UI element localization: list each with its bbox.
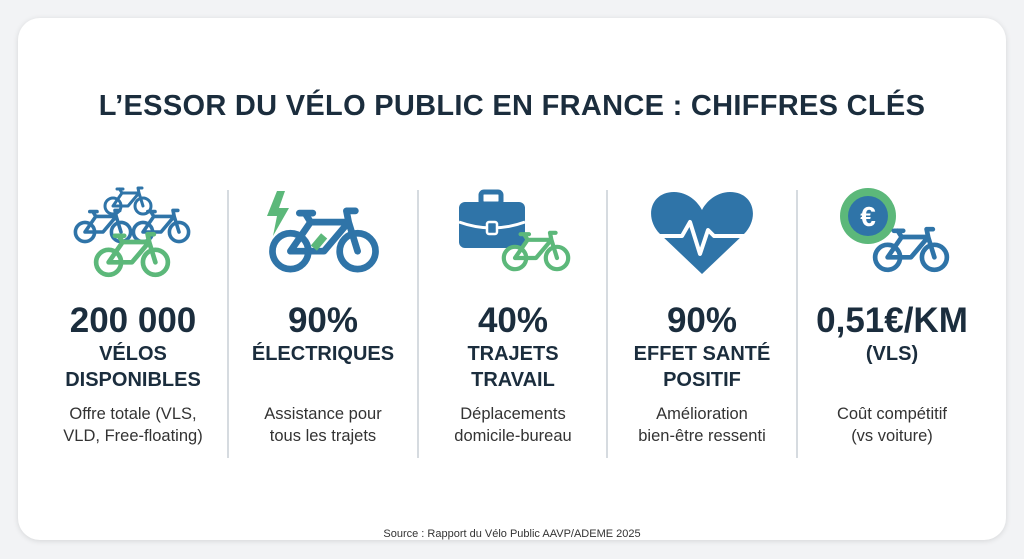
stat-work-trips: 40% TRAJETS TRAVAIL Déplacements domicile-… [418,183,608,447]
stat-description: Déplacements [460,405,566,423]
heart-pulse-icon [607,183,797,283]
source-note: Source : Rapport du Vélo Public AAVP/ADE… [383,528,641,540]
stat-label: VÉLOS [99,343,167,365]
page-title: L’ESSOR DU VÉLO PUBLIC EN FRANCE : CHIFF… [98,90,926,122]
stat-label: DISPONIBLES [65,369,201,391]
bike-group-icon [38,183,228,283]
stat-description: Amélioration [656,405,748,423]
stat-value: 90% [666,301,738,340]
stat-label: POSITIF [663,369,741,391]
electric-bike-icon [228,183,418,283]
stat-description: Assistance pour [264,405,382,423]
stat-description: Offre totale (VLS, [69,405,197,423]
stat-cost: € 0,51€/KM (VLS) Coût compétitif (vs voit… [797,183,987,447]
divider [227,190,229,458]
infographic-card: L’ESSOR DU VÉLO PUBLIC EN FRANCE : CHIFF… [18,18,1006,540]
stat-label: (VLS) [865,343,919,365]
stat-health: 90% EFFET SANTÉ POSITIF Amélioration bien-… [607,183,797,447]
stat-label: EFFET SANTÉ [633,343,771,365]
stat-value: 200 000 [69,301,197,340]
stat-value: 40% [477,301,549,340]
stat-bikes-available: 200 000 VÉLOS DISPONIBLES Offre totale (V… [38,183,228,447]
divider [417,190,419,458]
euro-bike-icon: € [797,183,987,283]
stat-description: tous les trajets [269,427,377,445]
stat-label: ÉLECTRIQUES [251,343,395,365]
divider [606,190,608,458]
stat-description: domicile-bureau [454,427,572,445]
stat-value: 0,51€/KM [816,301,968,340]
stat-description: VLD, Free-floating) [63,427,203,445]
stat-description: bien-être ressenti [638,427,766,445]
divider [796,190,798,458]
briefcase-bike-icon [418,183,608,283]
stat-label: TRAVAIL [471,369,555,391]
svg-text:€: € [860,201,876,232]
stat-description: Coût compétitif [836,405,948,423]
stat-description: (vs voiture) [851,427,933,445]
stat-value: 90% [287,301,359,340]
stat-label: TRAJETS [467,343,559,365]
stat-electric: 90% ÉLECTRIQUES Assistance pour tous les … [228,183,418,447]
